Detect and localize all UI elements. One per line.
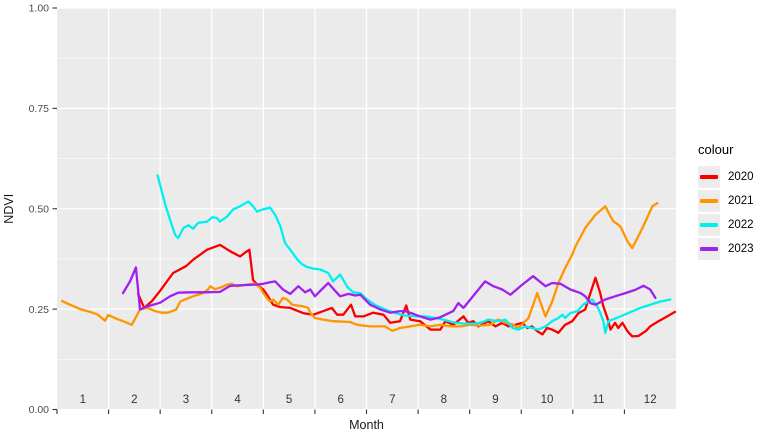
- y-tick-label: 1.00: [29, 3, 50, 15]
- y-tick-label: 0.00: [29, 404, 50, 416]
- legend: colour 2020 2021 2022 2023: [698, 142, 754, 262]
- legend-key-swatch: [698, 214, 720, 236]
- legend-label: 2023: [728, 243, 754, 255]
- series-line-2023: [121, 266, 657, 321]
- y-tick-label: 0.50: [29, 203, 50, 215]
- x-tick-label: 9: [492, 394, 498, 406]
- x-tick-label: 5: [286, 394, 292, 406]
- legend-entry-2022: 2022: [698, 214, 754, 236]
- x-tick-label: 4: [234, 394, 241, 406]
- legend-key-swatch: [698, 238, 720, 260]
- x-tick-label: 1: [80, 394, 86, 406]
- x-tick-label: 11: [593, 394, 605, 406]
- y-axis-title: NDVI: [2, 194, 16, 224]
- series-line-2020: [136, 243, 677, 338]
- legend-key-swatch: [698, 166, 720, 188]
- legend-entry-2020: 2020: [698, 166, 754, 188]
- x-tick-label: 3: [183, 394, 189, 406]
- x-axis-title: Month: [349, 418, 384, 432]
- series-line-2021: [61, 201, 659, 332]
- x-tick-label: 8: [441, 394, 447, 406]
- y-tick-label: 0.75: [29, 103, 50, 115]
- x-tick-label: 6: [338, 394, 344, 406]
- x-tick-label: 7: [389, 394, 395, 406]
- series-line-2022: [156, 174, 672, 334]
- legend-line-icon: [700, 199, 718, 203]
- y-tick-label: 0.25: [29, 304, 50, 316]
- legend-line-icon: [700, 223, 718, 227]
- legend-line-icon: [700, 247, 718, 251]
- x-tick-label: 10: [541, 394, 554, 406]
- legend-label: 2021: [728, 195, 754, 207]
- legend-line-icon: [700, 175, 718, 179]
- legend-entry-2021: 2021: [698, 190, 754, 212]
- legend-key-swatch: [698, 190, 720, 212]
- x-tick-label: 12: [644, 394, 657, 406]
- legend-label: 2022: [728, 219, 754, 231]
- legend-title: colour: [698, 142, 734, 157]
- legend-entry-2023: 2023: [698, 238, 754, 260]
- x-tick-label: 2: [131, 394, 137, 406]
- legend-label: 2020: [728, 171, 754, 183]
